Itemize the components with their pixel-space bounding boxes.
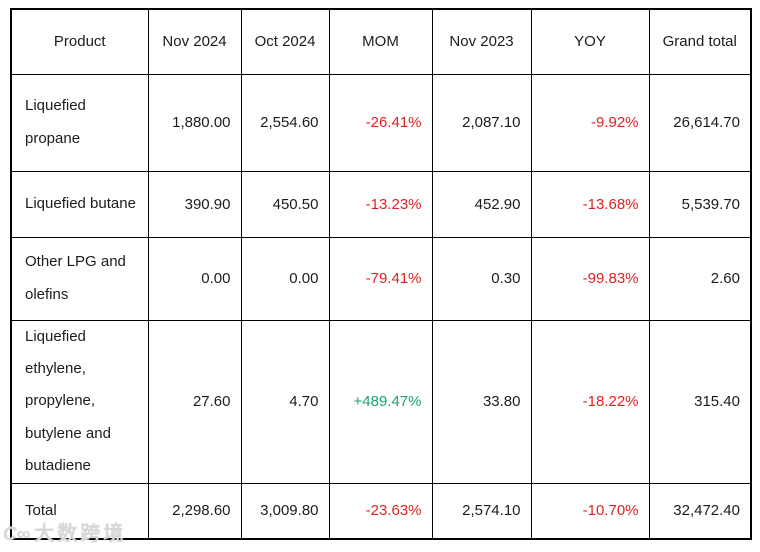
column-header-nov_2024: Nov 2024 — [147, 8, 242, 75]
value-cell-mom: -26.41% — [328, 73, 433, 172]
value-cell-grand_total: 2.60 — [648, 236, 752, 321]
data-table: Product Nov 2024 Oct 2024 MOM Nov 2023 YOY Gra… — [10, 8, 752, 540]
column-header-grand_total: Grand total — [648, 8, 752, 75]
header-row: Product Nov 2024 Oct 2024 MOM Nov 2023 YOY Gra… — [10, 8, 752, 75]
value-cell-mom: -13.23% — [328, 170, 433, 238]
value-cell-mom: -79.41% — [328, 236, 433, 321]
column-header-oct_2024: Oct 2024 — [240, 8, 330, 75]
value-cell-oct_2024: 3,009.80 — [240, 482, 330, 540]
value-cell-nov_2024: 390.90 — [147, 170, 242, 238]
value-cell-grand_total: 32,472.40 — [648, 482, 752, 540]
watermark-text: 大数跨境 — [34, 523, 127, 545]
value-cell-nov_2023: 0.30 — [431, 236, 532, 321]
value-cell-yoy: -13.68% — [530, 170, 650, 238]
column-header-yoy: YOY — [530, 8, 650, 75]
value-cell-yoy: -9.92% — [530, 73, 650, 172]
value-cell-mom: -23.63% — [328, 482, 433, 540]
value-cell-oct_2024: 2,554.60 — [240, 73, 330, 172]
value-cell-nov_2023: 452.90 — [431, 170, 532, 238]
value-cell-yoy: -99.83% — [530, 236, 650, 321]
column-header-nov_2023: Nov 2023 — [431, 8, 532, 75]
column-header-product: Product — [10, 8, 149, 75]
table-row: Liquefied ethylene, propylene, butylene … — [10, 319, 752, 484]
value-cell-nov_2023: 2,087.10 — [431, 73, 532, 172]
watermark: C∞ 大数跨境 — [3, 517, 126, 546]
table-row: Other LPG and olefins 0.00 0.00 -79.41% 0.30… — [10, 236, 752, 321]
column-header-mom: MOM — [328, 8, 433, 75]
value-cell-nov_2024: 0.00 — [147, 236, 242, 321]
value-cell-yoy: -10.70% — [530, 482, 650, 540]
table-row: Total 2,298.60 3,009.80 -23.63% 2,574.10 -10.… — [10, 482, 752, 540]
value-cell-oct_2024: 450.50 — [240, 170, 330, 238]
product-cell: Total — [10, 482, 149, 540]
product-cell: Other LPG and olefins — [10, 236, 149, 321]
watermark-logo-icon: C∞ — [3, 524, 31, 545]
value-cell-nov_2024: 1,880.00 — [147, 73, 242, 172]
value-cell-mom: +489.47% — [328, 319, 433, 484]
value-cell-nov_2023: 33.80 — [431, 319, 532, 484]
product-cell: Liquefied propane — [10, 73, 149, 172]
value-cell-nov_2024: 2,298.60 — [147, 482, 242, 540]
table-row: Liquefied propane 1,880.00 2,554.60 -26.41%… — [10, 73, 752, 172]
table-row: Liquefied butane 390.90 450.50 -13.23% 452.9… — [10, 170, 752, 238]
product-cell: Liquefied ethylene, propylene, butylene … — [10, 319, 149, 484]
value-cell-yoy: -18.22% — [530, 319, 650, 484]
value-cell-nov_2024: 27.60 — [147, 319, 242, 484]
value-cell-grand_total: 315.40 — [648, 319, 752, 484]
product-cell: Liquefied butane — [10, 170, 149, 238]
value-cell-grand_total: 5,539.70 — [648, 170, 752, 238]
value-cell-grand_total: 26,614.70 — [648, 73, 752, 172]
value-cell-oct_2024: 4.70 — [240, 319, 330, 484]
value-cell-oct_2024: 0.00 — [240, 236, 330, 321]
value-cell-nov_2023: 2,574.10 — [431, 482, 532, 540]
table-body: Liquefied propane 1,880.00 2,554.60 -26.41%… — [10, 73, 752, 540]
